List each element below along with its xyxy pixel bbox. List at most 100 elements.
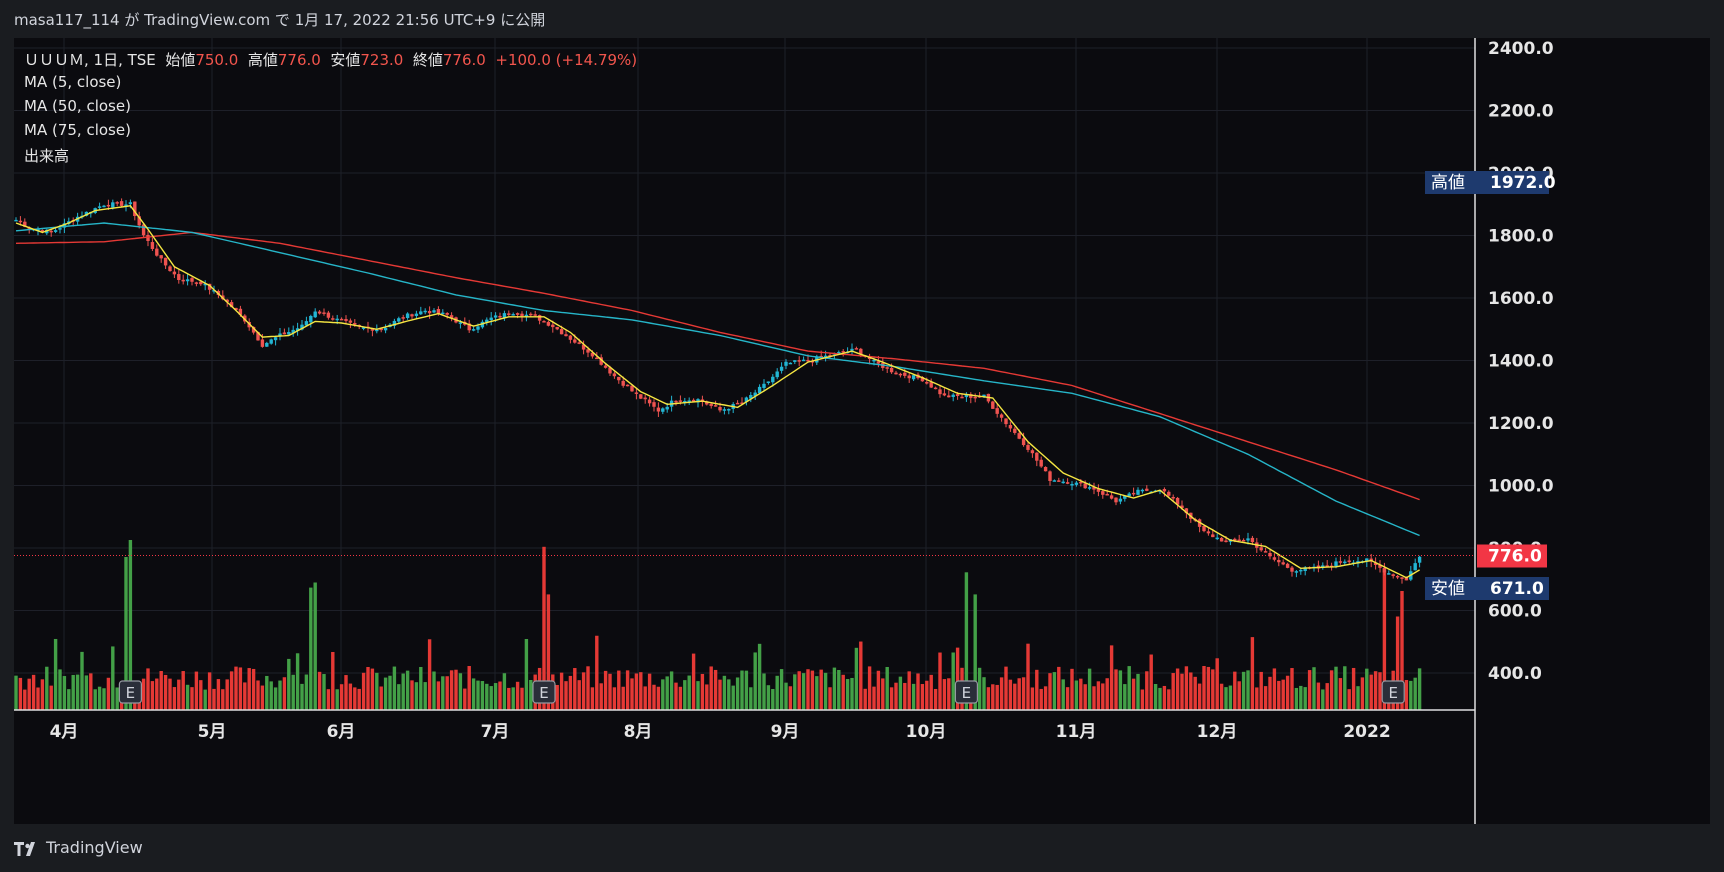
volume-bar — [366, 667, 370, 710]
tradingview-logo[interactable]: TradingView — [14, 838, 143, 857]
ma5-legend[interactable]: MA (5, close) — [24, 73, 122, 91]
candle-body — [163, 257, 168, 266]
volume-bar — [375, 672, 379, 710]
volume-legend[interactable]: 出来高 — [24, 147, 70, 165]
candle-body — [1114, 497, 1118, 503]
volume-bar — [93, 689, 97, 710]
volume-bar — [1307, 670, 1312, 710]
price-tick-label: 1400.0 — [1488, 352, 1554, 372]
ma75-legend[interactable]: MA (75, close) — [24, 121, 131, 139]
volume-bar — [1109, 645, 1114, 710]
volume-bar — [1290, 668, 1294, 710]
volume-bar — [1065, 687, 1070, 710]
volume-bar — [727, 679, 731, 710]
volume-bar — [788, 686, 793, 710]
volume-bar — [1211, 669, 1215, 710]
candle-body — [375, 329, 379, 332]
publish-caption: masa117_114 が TradingView.com で 1月 17, 2… — [14, 11, 546, 29]
candle-body — [476, 326, 480, 330]
candle-body — [1299, 569, 1303, 572]
earnings-marker-box — [532, 680, 556, 704]
volume-bar — [1171, 673, 1175, 710]
price-tick-label: 600.0 — [1488, 602, 1542, 622]
candle-body — [586, 349, 590, 353]
volume-bar — [1250, 637, 1255, 710]
volume-bar — [322, 674, 326, 710]
volume-bar — [907, 671, 911, 710]
volume-bar — [84, 675, 89, 710]
volume-bar — [58, 669, 62, 710]
candle-body — [520, 313, 524, 317]
volume-bar — [925, 680, 929, 710]
volume-bar — [1167, 689, 1171, 710]
volume-bar — [894, 682, 898, 710]
candle-body — [573, 339, 577, 343]
volume-bar — [168, 678, 172, 710]
candle-body — [625, 384, 630, 387]
close-value: 776.0 — [442, 51, 486, 69]
candle-body — [322, 312, 326, 314]
candle-body — [124, 204, 128, 206]
volume-bar — [155, 678, 159, 710]
volume-bar — [1417, 668, 1422, 710]
volume-bar — [696, 681, 700, 710]
candle-body — [907, 375, 911, 379]
candle-body — [1237, 539, 1241, 542]
volume-bar — [141, 678, 146, 710]
candle-body — [1413, 563, 1417, 571]
volume-bar — [265, 675, 269, 710]
volume-bar — [1114, 669, 1118, 710]
candle-body — [1263, 551, 1268, 553]
volume-bar — [1149, 654, 1153, 710]
candle-body — [889, 367, 894, 373]
volume-bar — [964, 572, 969, 710]
volume-bar — [1325, 683, 1329, 710]
volume-bar — [419, 666, 423, 710]
earnings-marker-box — [1381, 680, 1405, 704]
volume-bar — [713, 669, 718, 710]
volume-bar — [1233, 671, 1237, 710]
candle-body — [1101, 491, 1105, 495]
volume-bar — [1074, 680, 1079, 710]
volume-bar — [929, 674, 933, 710]
low-label: 安値 — [330, 51, 361, 69]
candle-body — [1136, 489, 1140, 495]
candle-body — [436, 309, 441, 314]
candle-body — [1294, 571, 1299, 573]
candle-body — [111, 202, 115, 208]
candle-body — [788, 362, 793, 365]
time-axis: 4月 5月 6月 7月 8月 9月 10月 11月 12月 2022 — [50, 722, 1391, 742]
candle-body — [639, 394, 643, 399]
volume-bar — [1400, 591, 1404, 710]
candle-body — [687, 400, 691, 402]
volume-bar — [1026, 643, 1030, 710]
volume-bar — [40, 679, 45, 710]
volume-bar — [1180, 673, 1184, 710]
candle-body — [1338, 561, 1343, 563]
candle-body — [344, 319, 348, 321]
candle-body — [141, 224, 146, 236]
chart-panel[interactable]: EEEE2400.02200.02000.01800.01600.01400.0… — [14, 38, 1710, 824]
candle-body — [1017, 433, 1021, 439]
volume-bar — [463, 688, 467, 710]
volume-bar — [1043, 686, 1048, 710]
candle-body — [634, 392, 639, 394]
volume-bar — [520, 687, 524, 710]
volume-bar — [1347, 689, 1351, 710]
price-chart[interactable]: EEEE2400.02200.02000.01800.01600.01400.0… — [14, 38, 1710, 824]
volume-bar — [1246, 670, 1250, 710]
volume-bar — [1131, 678, 1136, 710]
high-tag-box — [1425, 171, 1549, 194]
volume-bar — [18, 677, 23, 710]
volume-bar — [1303, 687, 1307, 710]
candle-body — [1382, 567, 1387, 573]
ma50-legend[interactable]: MA (50, close) — [24, 97, 131, 115]
candle-body — [498, 315, 502, 318]
time-tick-label: 10月 — [906, 722, 947, 742]
volume-bar — [229, 671, 234, 710]
candles — [14, 198, 1422, 584]
volume-bar — [14, 675, 18, 710]
earnings-marker-label: E — [126, 684, 135, 702]
volume-bar — [1123, 684, 1127, 710]
volume-bar — [344, 675, 348, 710]
